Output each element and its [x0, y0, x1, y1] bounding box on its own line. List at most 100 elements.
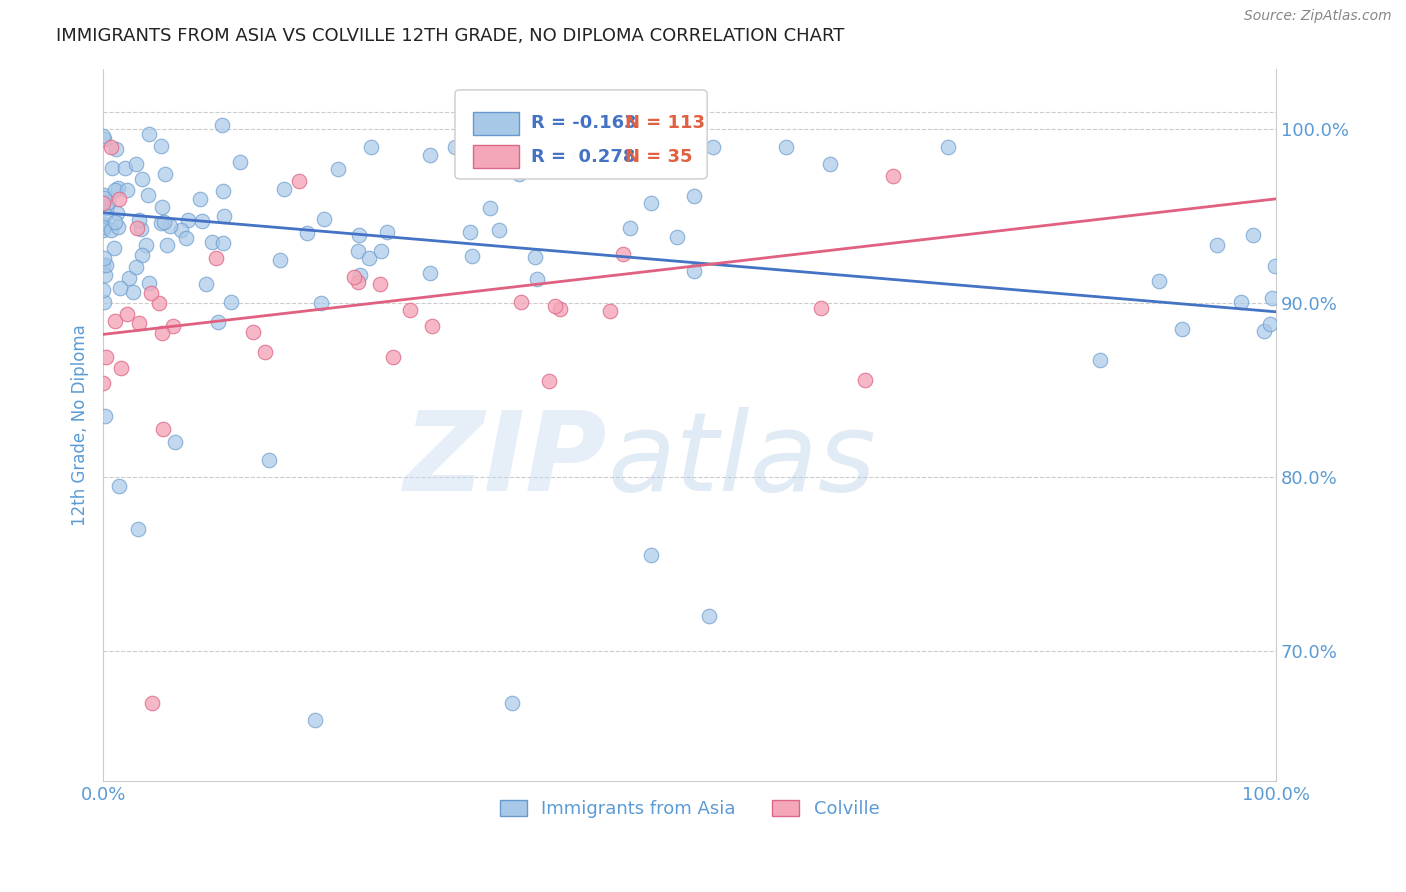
Point	[191, 214, 214, 228]
Point	[936, 139, 959, 153]
Point	[107, 181, 129, 195]
Point	[194, 277, 217, 292]
Point	[141, 696, 163, 710]
Point	[188, 192, 211, 206]
Point	[242, 326, 264, 340]
Text: R = -0.163: R = -0.163	[531, 114, 637, 132]
Point	[138, 276, 160, 290]
Point	[148, 296, 170, 310]
Point	[257, 452, 280, 467]
Point	[100, 139, 122, 153]
Point	[131, 222, 153, 236]
Point	[118, 271, 141, 285]
Point	[94, 409, 117, 423]
Point	[176, 212, 198, 227]
Text: N = 35: N = 35	[626, 148, 693, 166]
Point	[105, 142, 128, 156]
Point	[1261, 292, 1284, 306]
Point	[1241, 228, 1264, 243]
Point	[1229, 295, 1251, 310]
Point	[359, 251, 381, 265]
Point	[108, 281, 131, 295]
Point	[163, 435, 186, 450]
Point	[304, 713, 326, 727]
Point	[309, 296, 332, 310]
Point	[136, 187, 159, 202]
Point	[347, 275, 370, 289]
Point	[640, 195, 662, 210]
Point	[205, 251, 228, 265]
Point	[599, 303, 621, 318]
Legend: Immigrants from Asia, Colville: Immigrants from Asia, Colville	[492, 793, 886, 825]
Point	[96, 258, 118, 272]
Point	[91, 258, 114, 272]
Point	[419, 148, 441, 162]
Point	[370, 244, 392, 259]
Point	[93, 295, 115, 310]
Point	[91, 196, 114, 211]
Point	[94, 268, 117, 283]
FancyBboxPatch shape	[456, 90, 707, 179]
Point	[107, 478, 129, 492]
Text: atlas: atlas	[607, 407, 876, 514]
Text: ZIP: ZIP	[404, 407, 607, 514]
Text: N = 113: N = 113	[626, 114, 704, 132]
Point	[683, 189, 706, 203]
Point	[368, 277, 391, 292]
Point	[150, 201, 173, 215]
Point	[882, 169, 904, 183]
Point	[820, 157, 842, 171]
Point	[219, 294, 242, 309]
Point	[93, 191, 115, 205]
Point	[666, 230, 689, 244]
Point	[207, 315, 229, 329]
Point	[114, 161, 136, 175]
Point	[398, 303, 420, 318]
Point	[131, 172, 153, 186]
Point	[1206, 238, 1229, 252]
Point	[159, 219, 181, 234]
Bar	[472, 145, 519, 169]
Point	[97, 195, 120, 210]
Point	[128, 213, 150, 227]
Point	[479, 201, 502, 215]
Point	[360, 139, 382, 153]
Point	[855, 373, 877, 387]
Point	[326, 162, 349, 177]
Point	[619, 221, 641, 235]
Point	[153, 167, 176, 181]
Point	[100, 223, 122, 237]
Point	[273, 182, 295, 196]
Point	[612, 246, 634, 260]
Point	[108, 192, 131, 206]
Y-axis label: 12th Grade, No Diploma: 12th Grade, No Diploma	[72, 324, 89, 525]
Point	[150, 326, 173, 340]
Point	[91, 223, 114, 237]
Point	[420, 318, 443, 333]
Point	[156, 238, 179, 252]
Point	[96, 201, 118, 215]
Point	[254, 345, 277, 359]
Point	[115, 307, 138, 321]
Point	[1147, 274, 1170, 288]
Point	[295, 226, 318, 240]
Point	[91, 217, 114, 231]
Point	[538, 374, 561, 388]
Point	[1088, 352, 1111, 367]
Point	[443, 139, 465, 153]
Point	[349, 268, 371, 282]
Point	[544, 299, 567, 313]
Point	[201, 235, 224, 250]
Point	[212, 209, 235, 223]
Text: Source: ZipAtlas.com: Source: ZipAtlas.com	[1244, 9, 1392, 23]
Point	[100, 161, 122, 175]
Point	[1171, 321, 1194, 335]
Point	[138, 127, 160, 141]
Point	[548, 301, 571, 316]
Point	[141, 286, 163, 301]
Point	[775, 139, 797, 153]
Point	[152, 422, 174, 436]
Point	[212, 184, 235, 198]
Point	[229, 154, 252, 169]
Point	[523, 250, 546, 264]
